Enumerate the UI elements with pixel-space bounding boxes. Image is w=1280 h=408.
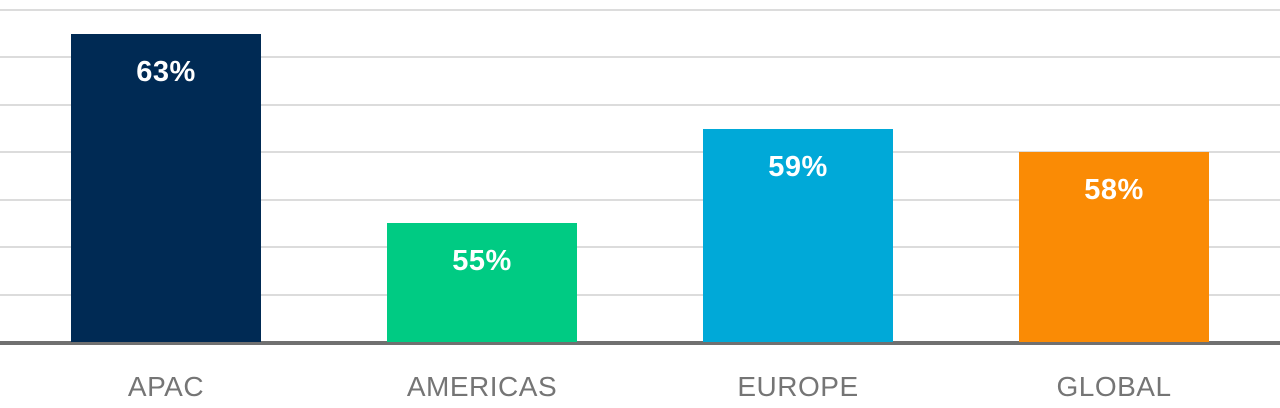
- gridline: [0, 9, 1280, 11]
- bar-global: 58%: [1019, 152, 1209, 342]
- gridline: [0, 246, 1280, 249]
- bar-americas: 55%: [387, 223, 577, 342]
- x-axis-label-europe: EUROPE: [737, 371, 859, 402]
- gridline: [0, 103, 1280, 106]
- gridline: [0, 198, 1280, 201]
- bar-value-label-apac: 63%: [136, 55, 196, 88]
- bar-europe: 59%: [703, 128, 893, 342]
- x-axis-label-global: GLOBAL: [1056, 371, 1172, 402]
- bar-apac: 63%: [71, 33, 261, 342]
- x-axis-label-americas: AMERICAS: [406, 371, 558, 402]
- x-axis-line: [0, 341, 1280, 345]
- gridline: [0, 293, 1280, 296]
- bar-value-label-europe: 59%: [768, 150, 828, 183]
- gridline: [0, 151, 1280, 154]
- bar-value-label-americas: 55%: [452, 245, 512, 278]
- x-axis-label-apac: APAC: [127, 371, 205, 402]
- bar-value-label-global: 58%: [1084, 174, 1144, 207]
- gridline: [0, 56, 1280, 59]
